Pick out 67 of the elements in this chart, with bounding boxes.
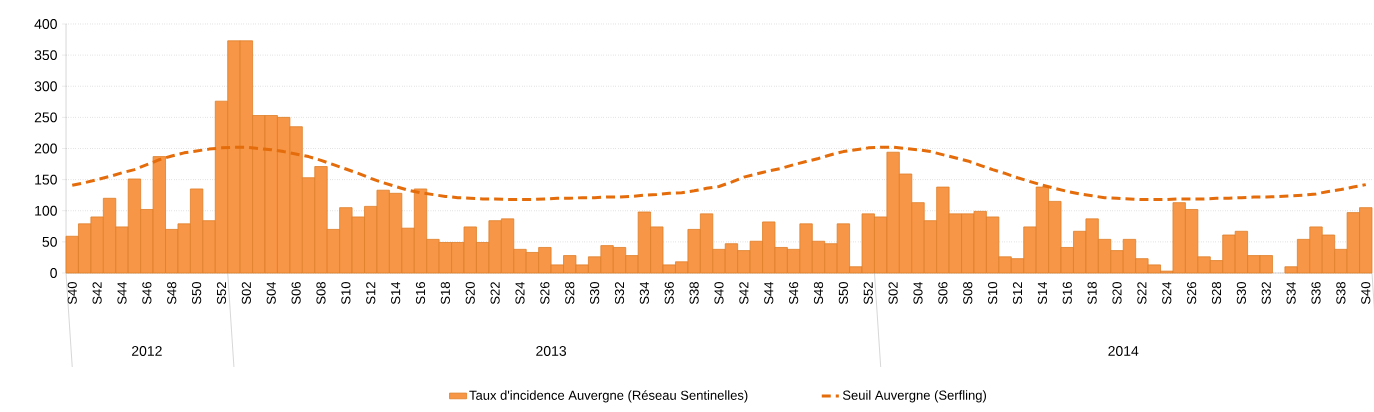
x-tick-label: S28 (1211, 282, 1222, 305)
x-tick-label: S28 (565, 282, 575, 305)
x-tick-label: S40 (1361, 282, 1371, 305)
x-tick-label: S10 (341, 282, 351, 305)
text: 2013 (536, 346, 567, 356)
text: 2014 (1108, 346, 1139, 356)
x-tick-label: S20 (465, 282, 475, 305)
x-tick-label: S16 (1062, 282, 1072, 305)
x-tick-label: S34 (639, 281, 649, 305)
legend-label: Taux d'incidence Auvergne (Réseau Sentinelles) (469, 390, 748, 403)
x-tick-label: S48 (813, 282, 824, 305)
x-tick-label: S14 (1037, 281, 1047, 305)
y-tick-label: 250 (34, 112, 57, 123)
x-tick-label: S02 (241, 282, 251, 305)
x-tick-label: S06 (938, 282, 948, 305)
y-tick-label: 100 (35, 205, 57, 216)
x-tick-label: S12 (1012, 282, 1023, 305)
x-tick-label: S22 (490, 282, 500, 305)
x-tick-label: S24 (515, 281, 525, 305)
y-tick-label: 350 (34, 50, 57, 61)
x-tick-label: S20 (1112, 282, 1122, 305)
x-tick-label: S04 (266, 281, 276, 305)
x-tick-label: S52 (863, 282, 873, 305)
x-tick-label: S32 (1261, 282, 1271, 305)
x-tick-label: S36 (664, 282, 674, 305)
x-tick-label: S26 (540, 282, 550, 305)
x-tick-label: S18 (440, 282, 450, 305)
x-tick-label: S02 (888, 282, 898, 305)
x-tick-label: S38 (689, 282, 699, 305)
x-tick-label: S42 (92, 282, 102, 305)
legend-label: Seuil Auvergne (Serfling) (842, 390, 987, 403)
x-tick-label: S30 (1236, 282, 1246, 305)
x-tick-label: S06 (291, 282, 301, 305)
x-tick-label: S40 (714, 282, 724, 305)
x-tick-label: S04 (913, 281, 923, 305)
x-tick-label: S32 (614, 282, 625, 305)
x-tick-label: S48 (167, 282, 177, 305)
text: 2012 (132, 346, 162, 356)
x-tick-label: S22 (1137, 282, 1147, 305)
x-tick-label: S44 (117, 281, 127, 305)
x-tick-label: S08 (963, 282, 973, 305)
x-tick-label: S44 (764, 281, 774, 305)
x-tick-label: S38 (1336, 282, 1346, 305)
x-tick-label: S34 (1286, 281, 1296, 305)
x-tick-label: S50 (838, 282, 848, 305)
x-tick-label: S16 (415, 282, 426, 305)
x-tick-label: S10 (988, 282, 998, 305)
x-tick-label: S14 (391, 281, 401, 305)
y-tick-label: 0 (50, 268, 57, 278)
x-tick-label: S46 (789, 282, 799, 305)
x-tick-label: S12 (366, 282, 376, 305)
x-tick-label: S30 (590, 282, 600, 305)
x-tick-label: S18 (1087, 282, 1097, 305)
x-tick-label: S40 (67, 282, 77, 305)
x-tick-label: S08 (316, 282, 326, 305)
x-tick-label: S24 (1162, 281, 1172, 305)
y-tick-label: 300 (34, 81, 57, 92)
y-tick-label: 150 (35, 174, 57, 185)
x-tick-label: S26 (1187, 282, 1197, 305)
x-tick-label: S50 (192, 282, 202, 305)
y-tick-label: 400 (34, 19, 57, 29)
y-tick-label: 200 (34, 143, 57, 154)
x-tick-label: S52 (216, 282, 227, 305)
y-tick-label: 50 (42, 236, 57, 247)
x-tick-label: S42 (739, 282, 749, 305)
x-tick-label: S36 (1311, 282, 1321, 305)
x-tick-label: S46 (142, 282, 152, 305)
